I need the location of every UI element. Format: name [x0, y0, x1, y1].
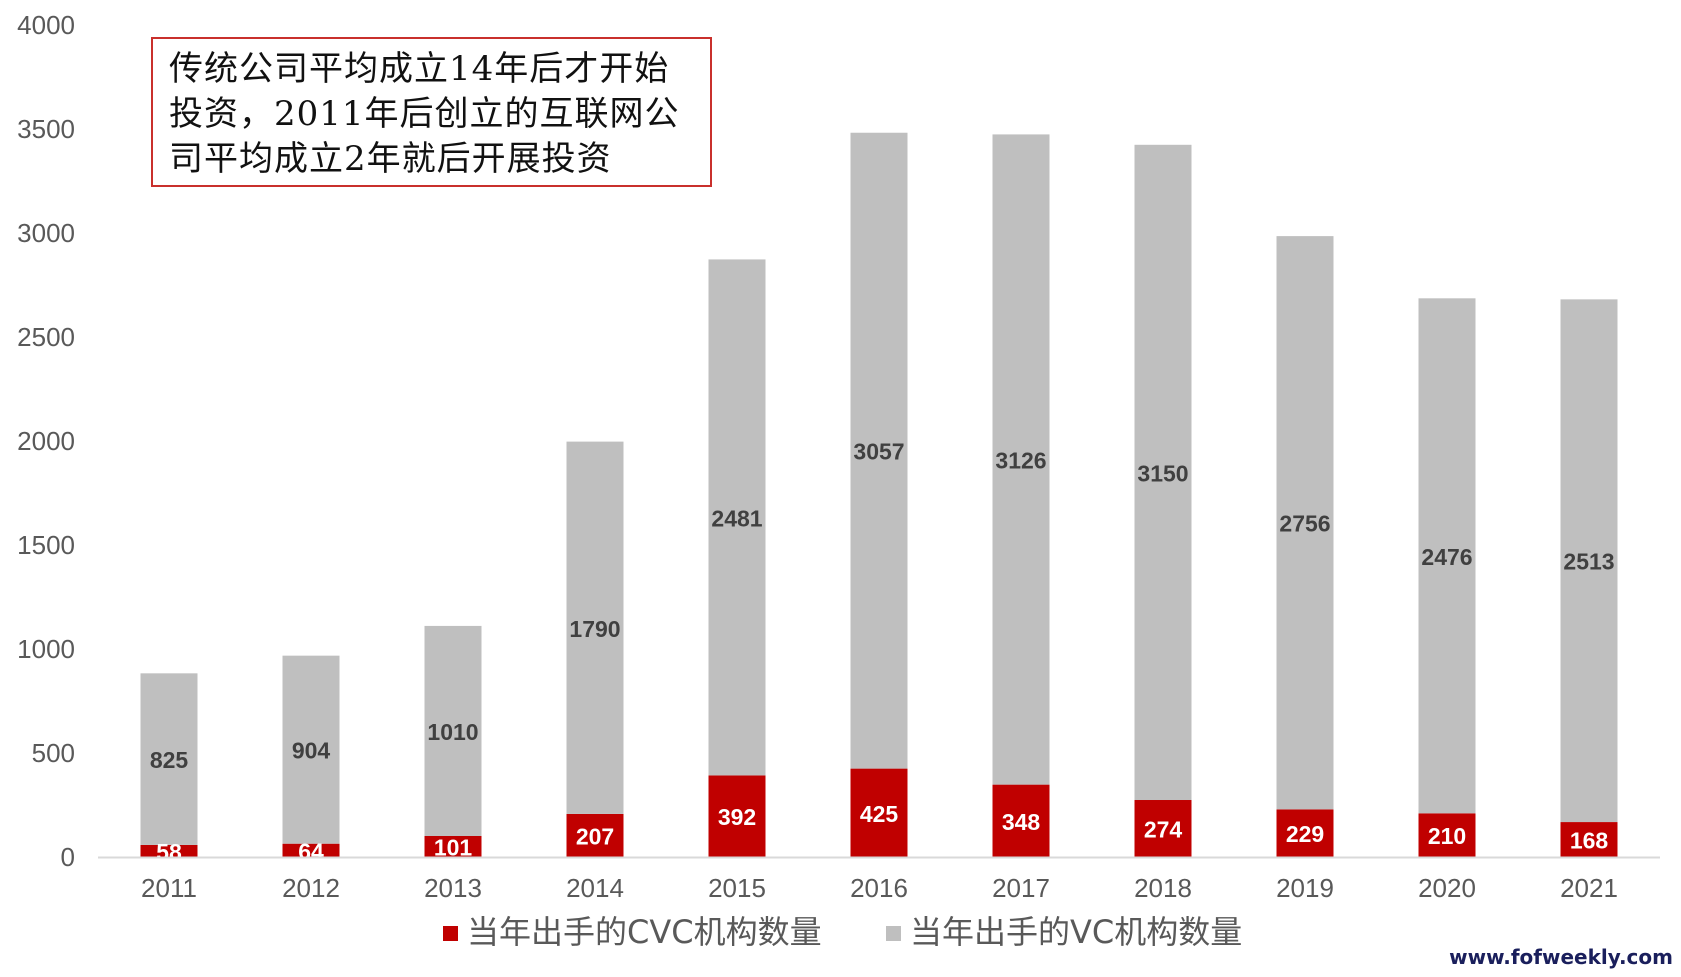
bar-vc	[140, 673, 198, 845]
data-label-vc: 1790	[569, 616, 620, 642]
y-tick-label: 1000	[17, 634, 75, 664]
y-tick-label: 4000	[17, 10, 75, 40]
x-tick-label: 2014	[566, 873, 624, 903]
bar-vc	[1560, 299, 1618, 823]
bar-cvc	[1418, 813, 1476, 857]
x-tick-label: 2011	[141, 873, 197, 903]
bar-cvc	[1134, 800, 1192, 857]
bar-vc	[1418, 298, 1476, 814]
bar-vc	[1276, 236, 1334, 810]
data-label-vc: 904	[292, 738, 331, 764]
x-tick-label: 2018	[1134, 873, 1192, 903]
x-tick-label: 2021	[1560, 873, 1618, 903]
x-tick-label: 2016	[850, 873, 908, 903]
data-label-vc: 3057	[853, 439, 904, 465]
bar-cvc	[282, 843, 340, 857]
data-label-cvc: 207	[576, 823, 614, 849]
data-label-cvc: 348	[1002, 809, 1041, 835]
x-tick-label: 2012	[282, 873, 340, 903]
data-label-vc: 3150	[1137, 460, 1188, 486]
annotation-line-3: 司平均成立2年就后开展投资	[169, 139, 612, 179]
data-label-cvc: 101	[434, 834, 473, 860]
bar-cvc	[1276, 809, 1334, 857]
bar-cvc	[850, 768, 908, 857]
data-label-cvc: 229	[1286, 821, 1324, 847]
y-tick-label: 0	[61, 842, 75, 872]
data-label-cvc: 64	[298, 838, 324, 864]
bar-cvc	[1560, 822, 1618, 857]
data-label-vc: 3126	[995, 448, 1046, 474]
bar-vc	[850, 132, 908, 769]
watermark: www.fofweekly.com	[1449, 945, 1673, 969]
x-tick-label: 2013	[424, 873, 482, 903]
data-label-vc: 1010	[427, 719, 478, 745]
data-label-cvc: 274	[1144, 817, 1183, 843]
x-tick-label: 2017	[992, 873, 1050, 903]
data-label-vc: 2476	[1421, 544, 1472, 570]
x-tick-label: 2020	[1418, 873, 1476, 903]
legend-swatch	[443, 926, 458, 941]
legend-swatch	[886, 926, 901, 941]
data-label-vc: 2756	[1279, 511, 1330, 537]
data-label-cvc: 392	[718, 804, 756, 830]
data-label-cvc: 425	[860, 801, 899, 827]
bar-cvc	[708, 775, 766, 857]
y-tick-label: 3500	[17, 114, 75, 144]
x-tick-label: 2019	[1276, 873, 1334, 903]
annotation-line-1: 传统公司平均成立14年后才开始	[169, 49, 670, 89]
y-tick-label: 500	[32, 738, 75, 768]
bar-vc	[566, 441, 624, 814]
bar-vc	[708, 259, 766, 776]
bar-vc	[282, 655, 340, 844]
bar-cvc	[992, 784, 1050, 857]
data-label-vc: 2481	[711, 505, 762, 531]
bar-vc	[1134, 144, 1192, 801]
bar-cvc	[424, 835, 482, 857]
data-label-cvc: 58	[156, 839, 182, 865]
y-tick-label: 2500	[17, 322, 75, 352]
legend-label: 当年出手的VC机构数量	[910, 913, 1242, 951]
data-label-cvc: 210	[1428, 823, 1466, 849]
data-label-vc: 2513	[1563, 549, 1614, 575]
y-tick-label: 1500	[17, 530, 75, 560]
data-label-cvc: 168	[1570, 828, 1609, 854]
bar-vc	[424, 625, 482, 836]
legend-label: 当年出手的CVC机构数量	[467, 913, 822, 951]
bar-vc	[992, 134, 1050, 785]
x-tick-label: 2015	[708, 873, 766, 903]
y-tick-label: 2000	[17, 426, 75, 456]
bar-cvc	[140, 844, 198, 857]
annotation-line-2: 投资，2011年后创立的互联网公	[169, 94, 680, 134]
bar-cvc	[566, 813, 624, 857]
y-tick-label: 3000	[17, 218, 75, 248]
annotation-box: 传统公司平均成立14年后才开始 投资，2011年后创立的互联网公 司平均成立2年…	[151, 37, 712, 187]
data-label-vc: 825	[150, 747, 189, 773]
